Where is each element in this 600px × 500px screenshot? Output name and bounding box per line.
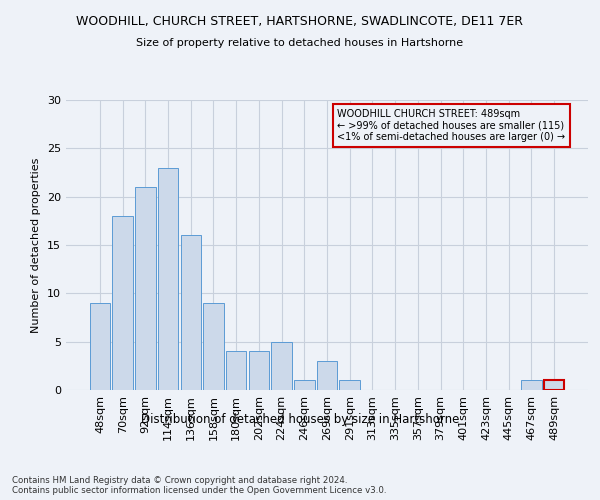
Bar <box>317 361 337 390</box>
Bar <box>544 380 564 390</box>
Bar <box>112 216 133 390</box>
Text: Contains HM Land Registry data © Crown copyright and database right 2024.
Contai: Contains HM Land Registry data © Crown c… <box>12 476 386 495</box>
Bar <box>248 352 269 390</box>
Text: Size of property relative to detached houses in Hartshorne: Size of property relative to detached ho… <box>136 38 464 48</box>
Text: WOODHILL CHURCH STREET: 489sqm
← >99% of detached houses are smaller (115)
<1% o: WOODHILL CHURCH STREET: 489sqm ← >99% of… <box>337 108 566 142</box>
Text: WOODHILL, CHURCH STREET, HARTSHORNE, SWADLINCOTE, DE11 7ER: WOODHILL, CHURCH STREET, HARTSHORNE, SWA… <box>77 15 523 28</box>
Bar <box>340 380 360 390</box>
Bar <box>203 303 224 390</box>
Bar <box>294 380 314 390</box>
Y-axis label: Number of detached properties: Number of detached properties <box>31 158 41 332</box>
Bar <box>90 303 110 390</box>
Bar <box>181 236 201 390</box>
Bar <box>521 380 542 390</box>
Text: Distribution of detached houses by size in Hartshorne: Distribution of detached houses by size … <box>141 412 459 426</box>
Bar <box>271 342 292 390</box>
Bar <box>158 168 178 390</box>
Bar <box>135 187 155 390</box>
Bar <box>226 352 247 390</box>
